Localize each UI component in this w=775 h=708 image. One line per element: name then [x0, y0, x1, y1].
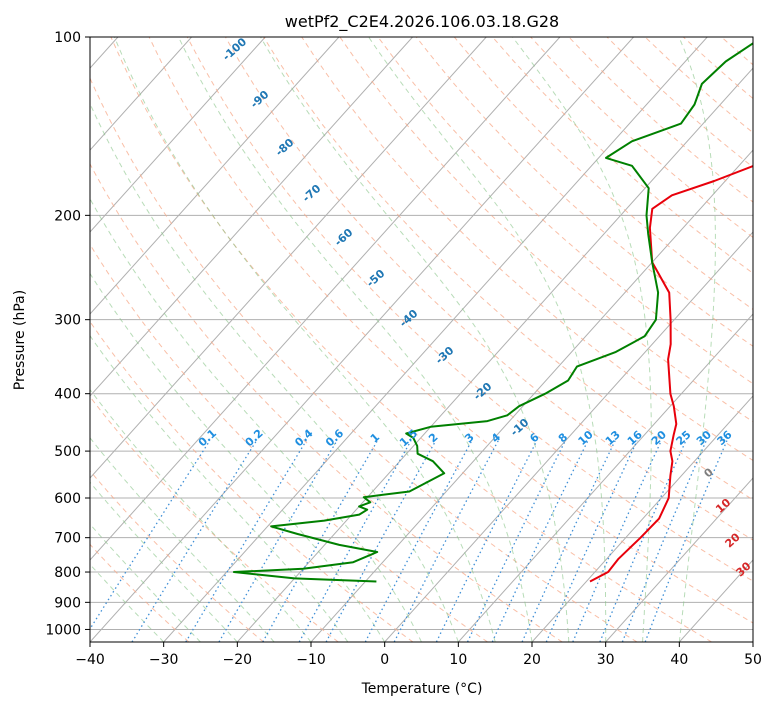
- moist-adiabat-line: [90, 437, 275, 642]
- mixing-ratio-line: [262, 440, 378, 642]
- y-tick-label: 100: [54, 30, 81, 46]
- x-tick-label: −20: [223, 652, 253, 668]
- moist-adiabat-line: [90, 481, 238, 642]
- x-tick-label: 10: [449, 652, 467, 668]
- isotherm-line: [384, 231, 753, 642]
- x-tick-label: 0: [380, 652, 389, 668]
- mixing-ratio-line: [435, 440, 538, 642]
- y-axis-label: Pressure (hPa): [12, 290, 28, 390]
- moist-adiabat-line: [90, 197, 422, 642]
- temperature-line: [589, 164, 753, 583]
- dewpoint-line: [232, 42, 753, 583]
- dry-adiabat-line: [90, 243, 488, 642]
- x-tick-label: −10: [296, 652, 326, 668]
- isotherm-line: [531, 395, 753, 642]
- isotherm-line: [90, 37, 192, 151]
- mixing-ratio-line: [364, 440, 473, 642]
- isotherm-line: [163, 37, 708, 642]
- moist-adiabat-line: [90, 102, 459, 642]
- mixing-ratio-line: [298, 440, 412, 642]
- y-tick-label: 700: [54, 531, 81, 547]
- dry-adiabat-line: [148, 37, 753, 624]
- dry-adiabat-line: [186, 37, 753, 582]
- mixing-ratio-line: [131, 440, 258, 642]
- moist-adiabat-line: [90, 563, 165, 642]
- isotherm-line: [90, 37, 266, 233]
- y-tick-label: 200: [54, 208, 81, 224]
- x-tick-label: −30: [149, 652, 179, 668]
- chart-title: wetPf2_C2E4.2026.106.03.18.G28: [285, 12, 559, 32]
- isotherm-line: [605, 477, 753, 642]
- moist-adiabat-line: [368, 37, 607, 642]
- dry-adiabats: [90, 37, 753, 642]
- sounding-profiles: [232, 42, 753, 583]
- dry-adiabat-line: [90, 76, 638, 642]
- plot-frame: [89, 36, 754, 643]
- x-tick-label: 50: [744, 652, 762, 668]
- moist-adiabat-line: [678, 37, 716, 642]
- moist-adiabat-line: [512, 37, 652, 642]
- y-tick-label: 800: [54, 565, 81, 581]
- dry-adiabat-line: [90, 162, 563, 642]
- y-tick-label: 300: [54, 313, 81, 329]
- y-tick-label: 900: [54, 595, 81, 611]
- isotherm-line: [90, 37, 413, 397]
- x-axis: −40 −30 −20 −10 0 10 20 30 40 50: [75, 642, 762, 668]
- mixing-ratio-line: [325, 440, 437, 642]
- dry-adiabat-label: 40: [751, 590, 771, 610]
- mixing-ratio-line: [393, 440, 499, 642]
- mixing-ratio-line: [491, 440, 589, 642]
- moist-adiabat-line: [260, 37, 570, 642]
- dry-adiabat-line: [90, 470, 264, 642]
- y-axis: 100 200 300 400 500 600 700 800 900 1000: [45, 30, 90, 638]
- y-tick-label: 500: [54, 444, 81, 460]
- dry-adiabat-line: [90, 395, 339, 642]
- x-axis-label: Temperature (°C): [361, 681, 483, 697]
- moist-adiabat-line: [113, 37, 496, 642]
- plot-area: 0.1 0.2 0.4 0.6 1 1.5 2 3 4 6 8 10 13 16 20 25 30 3601020…: [90, 37, 771, 642]
- moist-adiabat-line: [90, 272, 386, 642]
- x-tick-label: 40: [670, 652, 688, 668]
- dry-adiabat-line: [377, 37, 753, 385]
- moist-adiabat-line: [178, 37, 533, 642]
- mixing-ratio-line: [621, 440, 707, 642]
- dry-adiabat-line: [415, 37, 753, 347]
- y-tick-label: 1000: [45, 622, 81, 638]
- dry-adiabat-line: [301, 37, 753, 462]
- x-tick-label: −40: [75, 652, 105, 668]
- isotherm-line: [457, 313, 753, 642]
- mixing-ratio-lines: [90, 440, 728, 642]
- dry-adiabat-line: [263, 37, 753, 501]
- x-tick-label: 20: [523, 652, 541, 668]
- isotherm-line: [90, 37, 487, 479]
- mixing-ratio-line: [218, 440, 338, 642]
- moist-adiabat-line: [90, 523, 201, 642]
- isotherm-line: [90, 37, 561, 561]
- moist-adiabat-line: [90, 388, 312, 642]
- y-tick-label: 400: [54, 387, 81, 403]
- y-tick-label: 600: [54, 491, 81, 507]
- mixing-ratio-line: [185, 440, 307, 642]
- mixing-ratio-line: [644, 440, 728, 642]
- mixing-ratio-line: [466, 440, 566, 642]
- x-tick-label: 30: [597, 652, 615, 668]
- moist-adiabats: [90, 37, 716, 642]
- dry-adiabat-line: [110, 37, 712, 642]
- isotherm-line: [90, 37, 340, 315]
